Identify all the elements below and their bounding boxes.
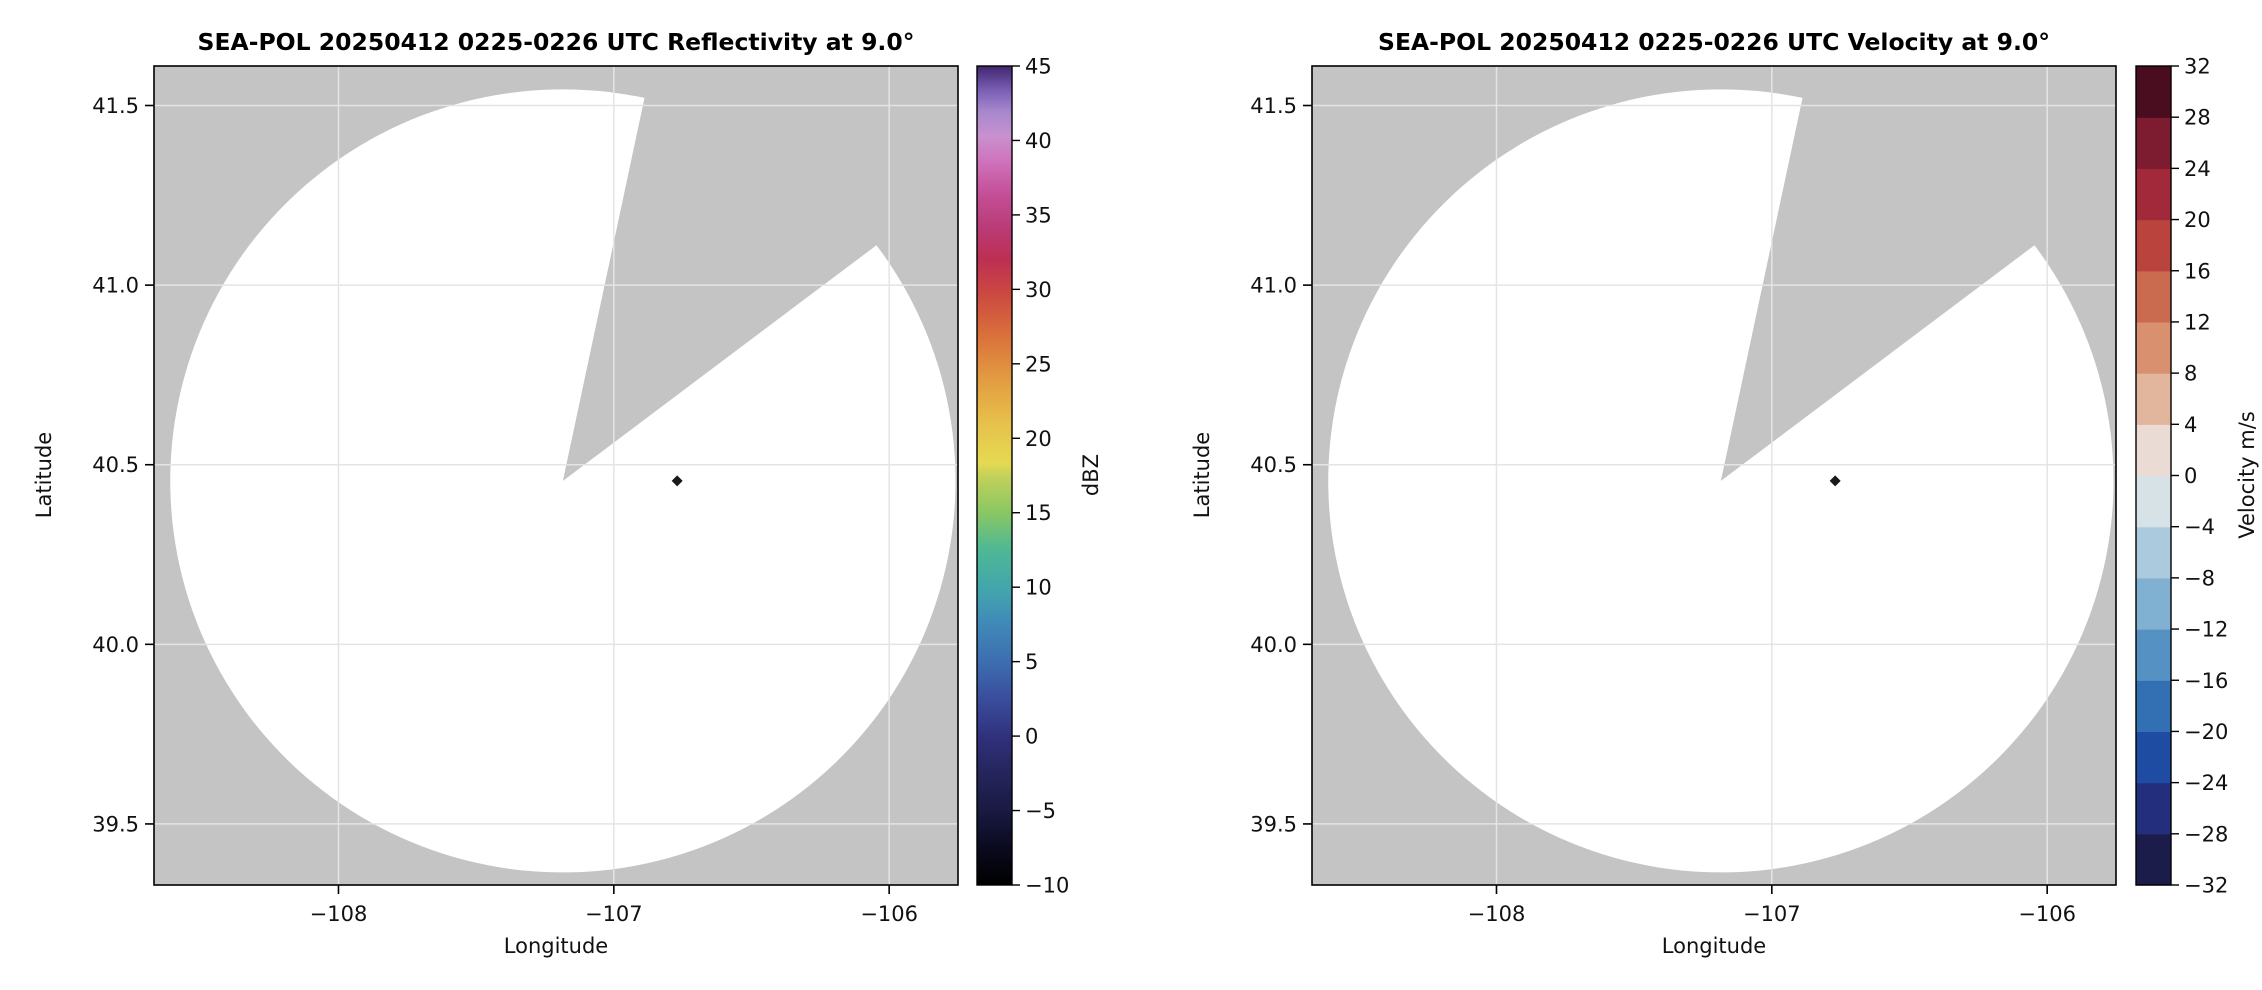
- velocity-axes-frame: [1311, 65, 2117, 886]
- velocity-colorbar-tick-label: −16: [2184, 669, 2228, 693]
- reflectivity-y-tick-label: 41.0: [92, 274, 139, 298]
- velocity-colorbar-tick-label: 16: [2184, 259, 2211, 283]
- reflectivity-colorbar-tick-label: 10: [1025, 576, 1052, 600]
- reflectivity-colorbar-tick-label: 35: [1025, 203, 1052, 227]
- velocity-colorbar-segment: [2136, 680, 2171, 733]
- velocity-colorbar-segment: [2136, 219, 2171, 272]
- velocity-colorbar-segment: [2136, 373, 2171, 425]
- velocity-colorbar-segment: [2136, 833, 2171, 886]
- reflectivity-colorbar-frame: [976, 65, 1013, 886]
- reflectivity-y-tick-label: 40.0: [92, 633, 139, 657]
- velocity-colorbar-segment: [2136, 782, 2171, 835]
- reflectivity-colorbar: [977, 66, 1012, 885]
- velocity-y-tick-label: 41.5: [1250, 94, 1297, 118]
- reflectivity-colorbar-tick-label: 40: [1025, 129, 1052, 153]
- reflectivity-x-tick-label: −108: [310, 902, 368, 926]
- velocity-colorbar-tick-label: −8: [2184, 566, 2215, 590]
- reflectivity-x-tick-label: −107: [585, 902, 643, 926]
- velocity-colorbar-tick-label: −12: [2184, 618, 2228, 642]
- velocity-colorbar-segment: [2136, 475, 2171, 528]
- reflectivity-y-tick-label: 39.5: [92, 812, 139, 836]
- velocity-colorbar-tick-label: −4: [2184, 515, 2215, 539]
- velocity-x-tick-label: −106: [2018, 902, 2076, 926]
- velocity-title: SEA-POL 20250412 0225-0226 UTC Velocity …: [1378, 28, 2050, 56]
- velocity-colorbar-segment: [2136, 270, 2171, 323]
- reflectivity-colorbar-tick-label: 30: [1025, 278, 1052, 302]
- velocity-colorbar-tick-label: −20: [2184, 720, 2228, 744]
- reflectivity-xaxis-label: Longitude: [503, 934, 609, 958]
- reflectivity-colorbar-tick-label: 25: [1025, 352, 1052, 376]
- velocity-colorbar-tick-label: −32: [2184, 874, 2228, 898]
- velocity-site-marker: [1829, 475, 1841, 487]
- velocity-colorbar-tick-label: 24: [2184, 157, 2211, 181]
- velocity-colorbar-segment: [2136, 321, 2171, 374]
- velocity-colorbar-tick-label: 28: [2184, 106, 2211, 130]
- velocity-colorbar-segment: [2136, 629, 2171, 681]
- reflectivity-colorbar-tick-label: 0: [1025, 725, 1038, 749]
- velocity-colorbar-segment: [2136, 424, 2171, 477]
- reflectivity-colorbar-label: dBZ: [1079, 453, 1103, 497]
- velocity-colorbar-segment: [2136, 577, 2171, 630]
- velocity-y-tick-label: 40.0: [1250, 633, 1297, 657]
- velocity-colorbar-tick-label: 20: [2184, 208, 2211, 232]
- reflectivity-colorbar-tick-label: −10: [1025, 874, 1069, 898]
- reflectivity-yaxis-label: Latitude: [32, 431, 56, 519]
- reflectivity-site-marker: [671, 475, 683, 487]
- velocity-colorbar-tick-label: 32: [2184, 55, 2211, 79]
- velocity-colorbar-tick-label: 4: [2184, 413, 2197, 437]
- velocity-colorbar-tick-label: 0: [2184, 464, 2197, 488]
- reflectivity-axes-frame: [153, 65, 959, 886]
- velocity-xaxis-label: Longitude: [1661, 934, 1767, 958]
- velocity-colorbar-tick-label: −24: [2184, 771, 2228, 795]
- velocity-y-tick-label: 39.5: [1250, 812, 1297, 836]
- velocity-y-tick-label: 41.0: [1250, 274, 1297, 298]
- velocity-colorbar-segment: [2136, 168, 2171, 221]
- reflectivity-x-tick-label: −106: [860, 902, 918, 926]
- reflectivity-y-tick-label: 40.5: [92, 453, 139, 477]
- reflectivity-colorbar-tick-label: −5: [1025, 799, 1056, 823]
- velocity-x-tick-label: −108: [1468, 902, 1526, 926]
- velocity-colorbar-segment: [2136, 526, 2171, 579]
- velocity-colorbar-label: Velocity m/s: [2235, 411, 2259, 539]
- velocity-colorbar-tick-label: −28: [2184, 822, 2228, 846]
- reflectivity-title: SEA-POL 20250412 0225-0226 UTC Reflectiv…: [197, 28, 915, 56]
- reflectivity-colorbar-tick-label: 20: [1025, 427, 1052, 451]
- velocity-colorbar-tick-label: 12: [2184, 310, 2211, 334]
- reflectivity-colorbar-tick-label: 45: [1025, 55, 1052, 79]
- reflectivity-y-tick-label: 41.5: [92, 94, 139, 118]
- velocity-colorbar-segment: [2136, 731, 2171, 784]
- velocity-colorbar-tick-label: 8: [2184, 362, 2197, 386]
- velocity-yaxis-label: Latitude: [1190, 431, 1214, 519]
- velocity-colorbar-segment: [2136, 66, 2171, 118]
- reflectivity-colorbar-tick-label: 15: [1025, 501, 1052, 525]
- velocity-colorbar-segment: [2136, 117, 2171, 169]
- reflectivity-colorbar-tick-label: 5: [1025, 650, 1038, 674]
- velocity-y-tick-label: 40.5: [1250, 453, 1297, 477]
- velocity-x-tick-label: −107: [1743, 902, 1801, 926]
